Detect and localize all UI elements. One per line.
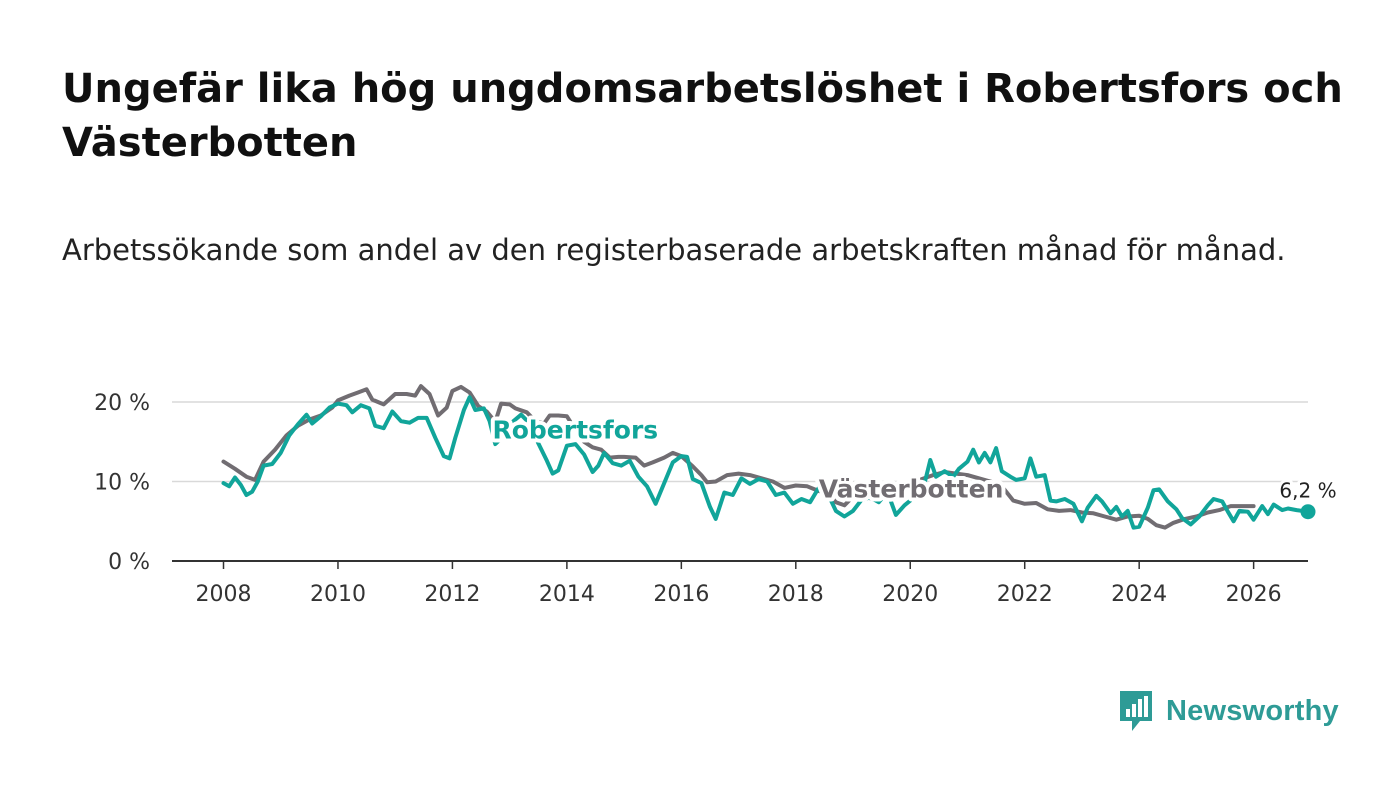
series-label-robertsfors: Robertsfors [492, 416, 658, 445]
x-tick-label: 2014 [539, 582, 595, 607]
chart-title: Ungefär lika hög ungdomsarbetslöshet i R… [62, 66, 1343, 166]
y-tick-label: 0 % [108, 550, 150, 575]
newsworthy-brand: Newsworthy [1118, 688, 1339, 734]
y-axis: 0 % 10 % 20 % [94, 391, 150, 575]
x-tick-label: 2022 [997, 582, 1053, 607]
x-tick-label: 2026 [1226, 582, 1282, 607]
series-label-halo: Robertsfors [492, 416, 658, 445]
series-lines [221, 384, 1310, 530]
x-tick-label: 2012 [424, 582, 480, 607]
end-value-halo: 6,2 % [1279, 479, 1336, 503]
line-chart: 0 % 10 % 20 % 2008 2010 2012 2014 2016 2018 2020… [94, 384, 1340, 607]
series-labels: RobertsforsRobertsforsVästerbottenVäster… [488, 412, 1340, 520]
series-line-västerbotten [221, 384, 1256, 530]
x-tick-label: 2016 [653, 582, 709, 607]
y-tick-label: 20 % [94, 391, 150, 416]
y-tick-label: 10 % [94, 471, 150, 496]
x-tick-label: 2008 [196, 582, 252, 607]
newsworthy-logo-icon [1120, 691, 1152, 731]
series-label-västerbotten: Västerbotten [819, 474, 1004, 503]
gridlines [172, 401, 1308, 483]
series-line-robertsfors [221, 395, 1310, 530]
end-value-label: 6,2 % [1279, 479, 1336, 503]
x-tick-label: 2020 [882, 582, 938, 607]
x-tick-label: 2024 [1111, 582, 1167, 607]
x-axis: 2008 2010 2012 2014 2016 2018 2020 2022 2024 2026 [172, 560, 1308, 607]
chart-subtitle: Arbetssökande som andel av den registerb… [62, 233, 1286, 267]
brand-name: Newsworthy [1166, 694, 1339, 727]
x-tick-label: 2010 [310, 582, 366, 607]
end-point-marker [1300, 504, 1316, 520]
x-tick-label: 2018 [768, 582, 824, 607]
series-label-halo: Västerbotten [819, 474, 1004, 503]
